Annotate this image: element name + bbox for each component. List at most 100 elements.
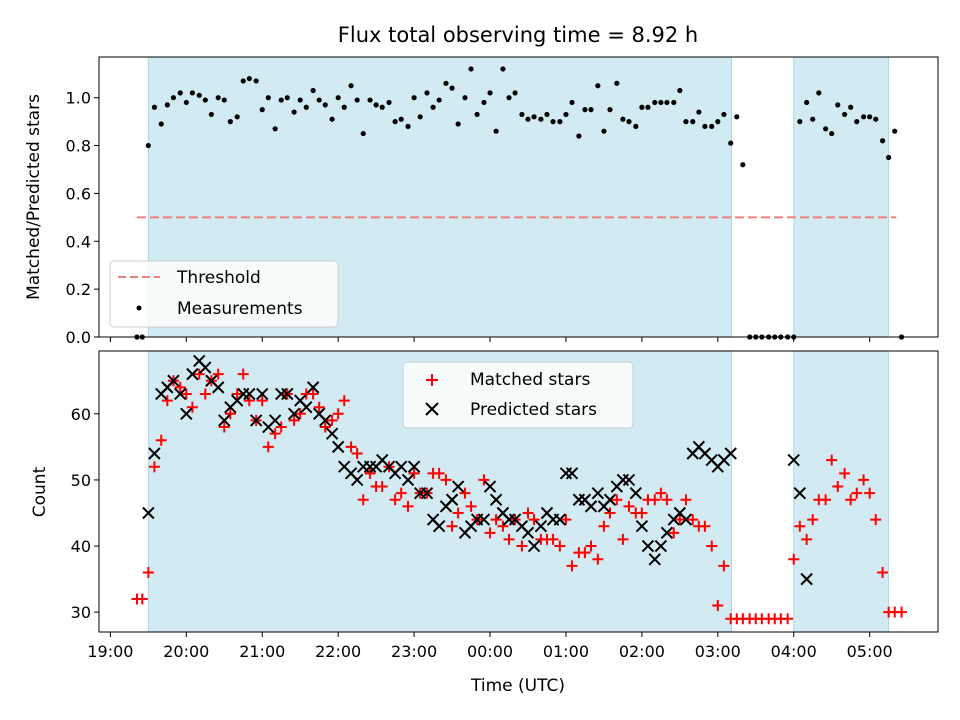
measurement-point: [278, 97, 284, 103]
count-panel-frame: [98, 350, 939, 633]
matched-star-point: [174, 381, 186, 393]
y-tick-label: 0.2: [66, 280, 91, 299]
y-tick-label: 0.6: [66, 184, 91, 203]
predicted-star-point: [724, 447, 737, 460]
matched-star-point: [718, 560, 730, 572]
measurement-point: [164, 102, 170, 108]
y-tick-label: 60: [71, 405, 91, 424]
ratio-x-ticks: [109, 337, 871, 342]
measurement-point: [329, 116, 335, 122]
matched-star-point: [712, 600, 724, 612]
legend-matched-label: Matched stars: [470, 370, 590, 390]
measurement-point: [189, 90, 195, 96]
measurement-point: [563, 111, 569, 118]
measurement-point: [430, 104, 436, 110]
ratio-panel-frame: [98, 56, 939, 338]
measurement-point: [316, 97, 322, 103]
ratio-legend: Threshold Measurements: [109, 260, 339, 328]
predicted-star-point: [641, 539, 655, 553]
measurement-point: [892, 128, 898, 134]
chart-title: Flux total observing time = 8.92 h: [338, 23, 698, 47]
measurement-point: [842, 111, 848, 118]
count-x-ticks: 19:00 20:00 21:00 22:00 23:00 00:00 01:00 02:00…: [87, 632, 893, 661]
matched-star-point: [858, 474, 870, 486]
matched-star-point: [294, 408, 306, 420]
measurement-point: [709, 123, 715, 130]
measurement-point: [886, 154, 892, 161]
matched-star-point: [433, 467, 445, 479]
predicted-star-point: [306, 381, 320, 394]
measurement-point: [246, 75, 252, 82]
matched-star-point: [345, 441, 357, 453]
measurement-point: [848, 104, 854, 110]
legend-predicted-label: Predicted stars: [470, 400, 597, 420]
predicted-star-point: [483, 480, 497, 493]
measurement-point: [341, 104, 347, 110]
matched-star-point: [547, 533, 559, 545]
predicted-star-point: [256, 387, 269, 401]
y-tick-label: 0.8: [66, 137, 91, 156]
measurement-point: [690, 119, 696, 125]
measurement-point: [652, 99, 658, 106]
predicted-star-point: [142, 506, 155, 520]
measurement-point: [398, 116, 404, 122]
matched-star-point: [497, 520, 509, 532]
predicted-star-point: [787, 453, 800, 467]
predicted-star-point: [148, 447, 161, 460]
matched-star-point: [617, 533, 629, 545]
measurement-point: [297, 97, 303, 103]
measurement-point: [569, 99, 575, 106]
measurement-point: [221, 97, 227, 103]
matched-star-point: [465, 500, 477, 512]
measurement-point: [740, 162, 746, 168]
predicted-star-point: [420, 486, 434, 500]
measurement-point: [607, 107, 613, 113]
x-tick-label: 04:00: [771, 642, 817, 661]
matched-star-point: [452, 507, 464, 519]
matched-star-point: [269, 428, 281, 440]
matched-star-point: [193, 368, 205, 380]
x-tick-label: 05:00: [847, 642, 893, 661]
predicted-star-point: [679, 513, 693, 526]
predicted-star-point: [648, 553, 661, 566]
matched-star-point: [148, 461, 160, 473]
measurement-point: [493, 128, 499, 134]
matched-star-point: [832, 481, 844, 493]
measurement-point: [860, 114, 867, 120]
predicted-star-point: [199, 361, 212, 374]
matched-star-point: [592, 553, 604, 565]
measurement-point: [360, 130, 366, 137]
observing-window-2: [793, 350, 890, 633]
measurement-point: [557, 119, 563, 125]
matched-star-point: [649, 494, 661, 506]
measurement-point: [645, 104, 651, 110]
predicted-star-point: [654, 539, 668, 553]
predicted-star-point: [584, 500, 598, 513]
matched-star-point: [623, 500, 635, 512]
predicted-star-point: [401, 473, 415, 487]
predicted-star-point: [565, 467, 579, 480]
matched-star-point: [826, 454, 838, 466]
measurement-point: [411, 95, 417, 101]
measurement-point: [208, 111, 214, 118]
matched-star-point: [288, 414, 300, 426]
matched-star-point: [788, 553, 800, 565]
matched-star-point: [338, 395, 350, 407]
matched-star-point: [877, 566, 889, 578]
predicted-star-point: [211, 381, 225, 394]
matched-star-point: [459, 487, 471, 499]
predicted-star-point: [180, 407, 193, 421]
ratio-panel: 0.0 0.2 0.4 0.6 0.8 1.0 Matched/Predicted sta…: [24, 56, 939, 347]
matched-star-point: [687, 514, 699, 526]
matched-star-point: [839, 467, 851, 479]
matched-star-point: [231, 388, 243, 400]
ratio-y-ticks: 0.0 0.2 0.4 0.6 0.8 1.0: [66, 89, 99, 347]
predicted-star-point: [622, 473, 636, 487]
matched-star-point: [655, 487, 667, 499]
matched-star-point: [554, 540, 566, 552]
matched-star-point: [402, 500, 414, 512]
legend-measurements-label: Measurements: [177, 299, 303, 319]
matched-star-point: [864, 487, 876, 499]
predicted-star-point: [167, 374, 180, 387]
measurement-point: [227, 119, 233, 125]
